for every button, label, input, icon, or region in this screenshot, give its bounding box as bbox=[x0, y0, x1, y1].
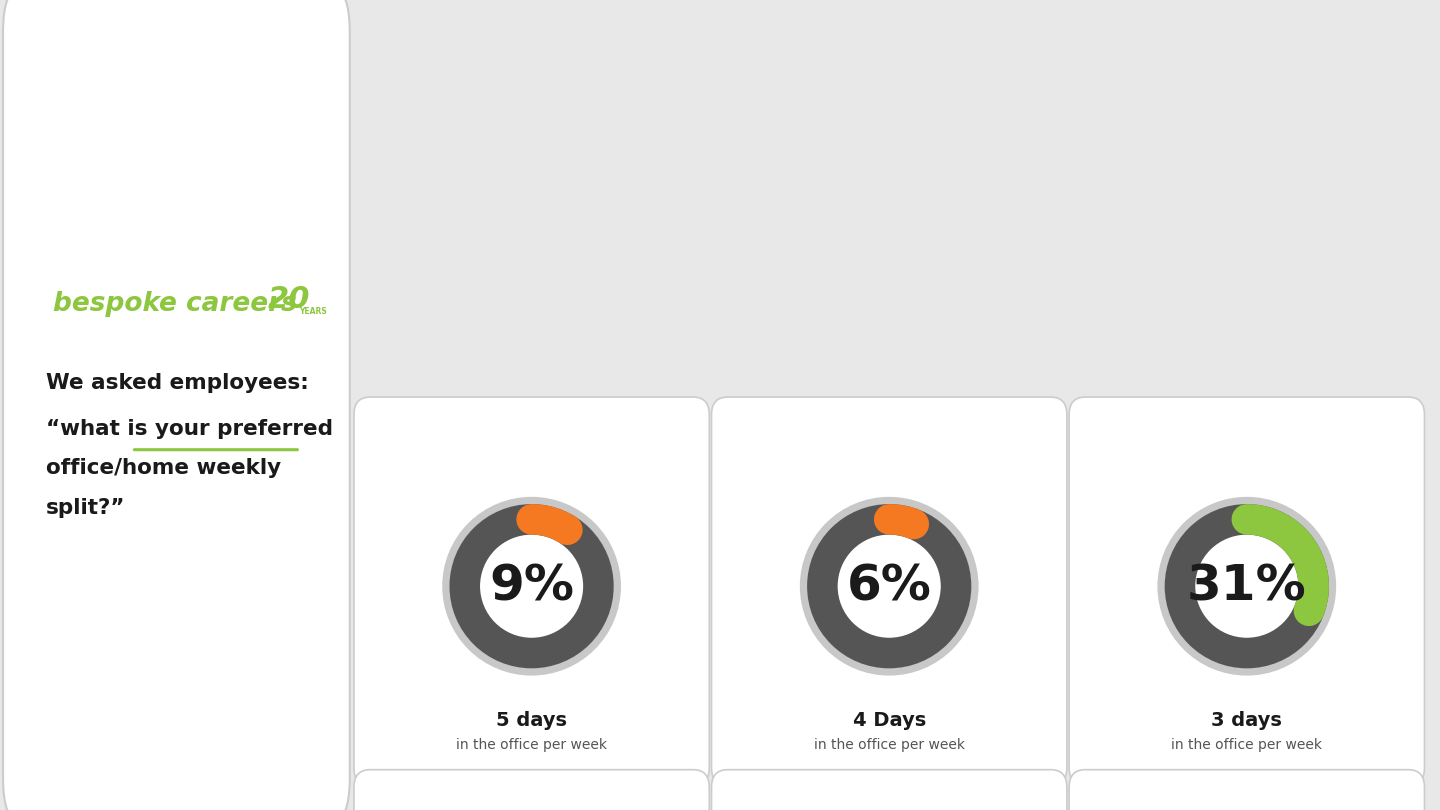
Text: 31%: 31% bbox=[1187, 562, 1306, 610]
Text: 5 days: 5 days bbox=[497, 710, 567, 730]
FancyBboxPatch shape bbox=[711, 770, 1067, 810]
Text: 9%: 9% bbox=[490, 562, 575, 610]
Text: 6%: 6% bbox=[847, 562, 932, 610]
FancyBboxPatch shape bbox=[3, 0, 350, 810]
Text: office/home weekly: office/home weekly bbox=[46, 458, 281, 479]
Text: 4 Days: 4 Days bbox=[852, 710, 926, 730]
Text: in the office per week: in the office per week bbox=[456, 738, 608, 752]
Text: “what is your preferred: “what is your preferred bbox=[46, 419, 334, 439]
Text: YEARS: YEARS bbox=[298, 307, 327, 316]
Text: 20: 20 bbox=[268, 285, 310, 314]
FancyBboxPatch shape bbox=[711, 397, 1067, 786]
Text: We asked employees:: We asked employees: bbox=[46, 373, 310, 393]
Text: in the office per week: in the office per week bbox=[814, 738, 965, 752]
FancyBboxPatch shape bbox=[1068, 397, 1424, 786]
FancyBboxPatch shape bbox=[354, 397, 710, 786]
FancyBboxPatch shape bbox=[354, 770, 710, 810]
Text: split?”: split?” bbox=[46, 498, 125, 518]
FancyBboxPatch shape bbox=[1068, 770, 1424, 810]
Text: in the office per week: in the office per week bbox=[1171, 738, 1322, 752]
Text: 3 days: 3 days bbox=[1211, 710, 1282, 730]
Text: bespoke careers: bespoke careers bbox=[52, 292, 297, 318]
